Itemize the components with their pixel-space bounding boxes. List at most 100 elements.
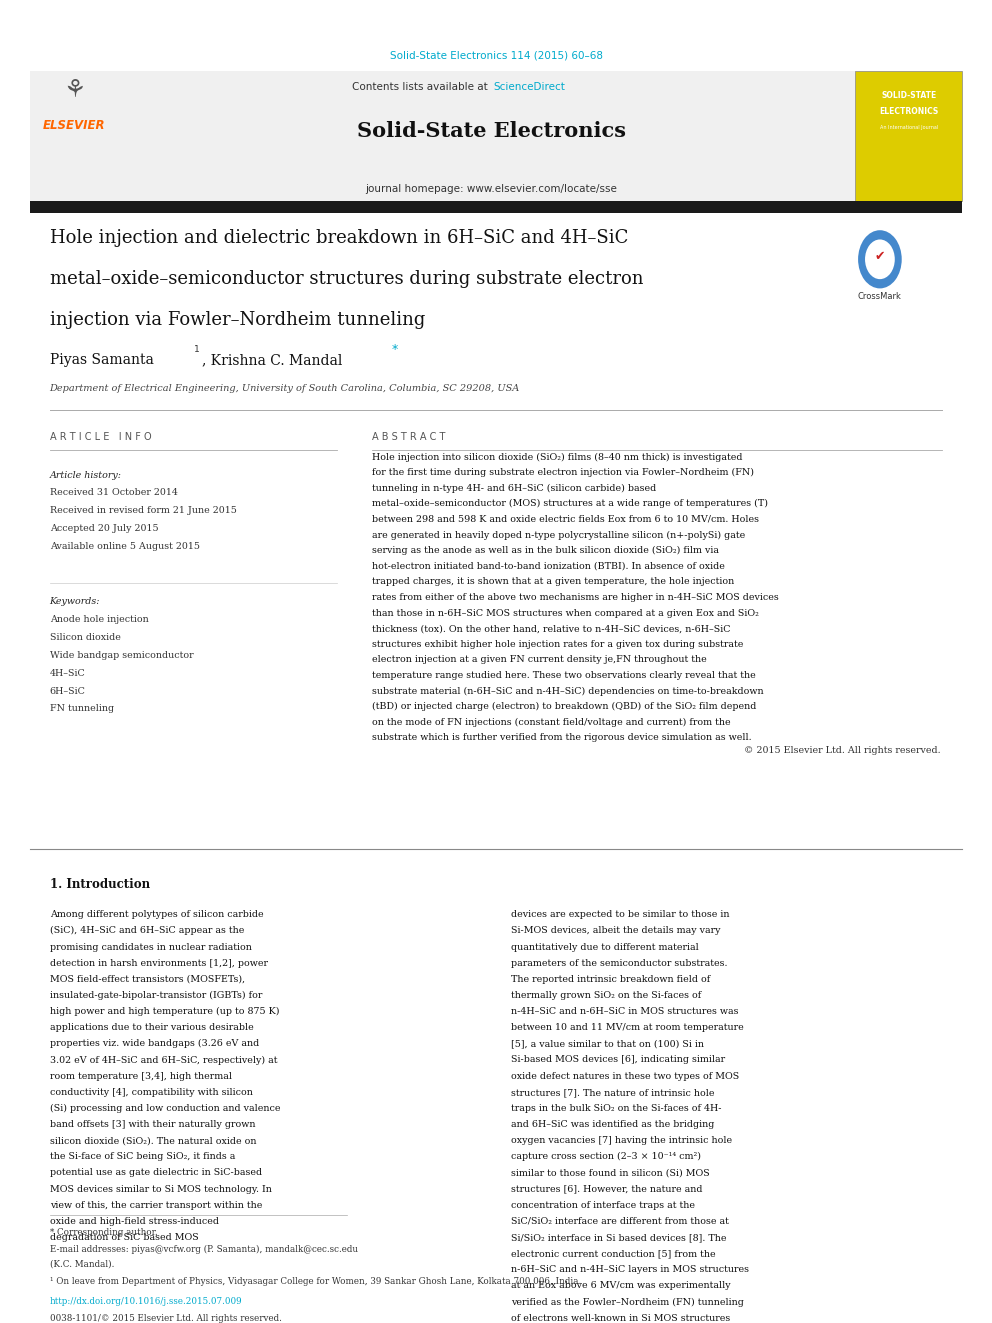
Text: 0038-1101/© 2015 Elsevier Ltd. All rights reserved.: 0038-1101/© 2015 Elsevier Ltd. All right…: [50, 1314, 282, 1323]
Text: http://dx.doi.org/10.1016/j.sse.2015.07.009: http://dx.doi.org/10.1016/j.sse.2015.07.…: [50, 1297, 242, 1306]
Text: FN tunneling: FN tunneling: [50, 704, 114, 713]
Text: devices are expected to be similar to those in: devices are expected to be similar to th…: [511, 910, 729, 919]
Text: metal–oxide–semiconductor (MOS) structures at a wide range of temperatures (T): metal–oxide–semiconductor (MOS) structur…: [372, 499, 768, 508]
Text: Silicon dioxide: Silicon dioxide: [50, 634, 120, 642]
Text: thickness (tox). On the other hand, relative to n-4H–SiC devices, n-6H–SiC: thickness (tox). On the other hand, rela…: [372, 624, 730, 634]
Text: Department of Electrical Engineering, University of South Carolina, Columbia, SC: Department of Electrical Engineering, Un…: [50, 385, 520, 393]
Text: serving as the anode as well as in the bulk silicon dioxide (SiO₂) film via: serving as the anode as well as in the b…: [372, 546, 719, 556]
Text: silicon dioxide (SiO₂). The natural oxide on: silicon dioxide (SiO₂). The natural oxid…: [50, 1136, 256, 1146]
Text: insulated-gate-bipolar-transistor (IGBTs) for: insulated-gate-bipolar-transistor (IGBTs…: [50, 991, 262, 1000]
Text: ✔: ✔: [875, 250, 885, 263]
Text: Hole injection and dielectric breakdown in 6H–SiC and 4H–SiC: Hole injection and dielectric breakdown …: [50, 229, 628, 247]
Text: are generated in heavily doped n-type polycrystalline silicon (n+-polySi) gate: are generated in heavily doped n-type po…: [372, 531, 745, 540]
Text: degradation of SiC based MOS: degradation of SiC based MOS: [50, 1233, 198, 1242]
Text: n-6H–SiC and n-4H–SiC layers in MOS structures: n-6H–SiC and n-4H–SiC layers in MOS stru…: [511, 1265, 749, 1274]
Text: injection via Fowler–Nordheim tunneling: injection via Fowler–Nordheim tunneling: [50, 311, 425, 329]
Bar: [855, 71, 962, 201]
Text: electron injection at a given FN current density je,FN throughout the: electron injection at a given FN current…: [372, 655, 706, 664]
Text: Keywords:: Keywords:: [50, 597, 100, 606]
Text: ⚘: ⚘: [63, 78, 85, 102]
Text: Accepted 20 July 2015: Accepted 20 July 2015: [50, 524, 159, 533]
Text: and 6H–SiC was identified as the bridging: and 6H–SiC was identified as the bridgin…: [511, 1121, 714, 1129]
Text: high power and high temperature (up to 875 K): high power and high temperature (up to 8…: [50, 1007, 279, 1016]
Text: metal–oxide–semiconductor structures during substrate electron: metal–oxide–semiconductor structures dur…: [50, 270, 643, 288]
Text: SOLID-STATE: SOLID-STATE: [881, 91, 936, 99]
Text: MOS devices similar to Si MOS technology. In: MOS devices similar to Si MOS technology…: [50, 1184, 272, 1193]
Text: traps in the bulk SiO₂ on the Si-faces of 4H-: traps in the bulk SiO₂ on the Si-faces o…: [511, 1103, 721, 1113]
Text: journal homepage: www.elsevier.com/locate/sse: journal homepage: www.elsevier.com/locat…: [365, 184, 617, 194]
Text: An International Journal: An International Journal: [880, 124, 937, 130]
Text: (tBD) or injected charge (electron) to breakdown (QBD) of the SiO₂ film depend: (tBD) or injected charge (electron) to b…: [372, 703, 756, 712]
Text: [5], a value similar to that on (100) Si in: [5], a value similar to that on (100) Si…: [511, 1040, 704, 1048]
Text: Si/SiO₂ interface in Si based devices [8]. The: Si/SiO₂ interface in Si based devices [8…: [511, 1233, 726, 1242]
Text: Anode hole injection: Anode hole injection: [50, 615, 149, 624]
Text: E-mail addresses: piyas@vcfw.org (P. Samanta), mandalk@cec.sc.edu: E-mail addresses: piyas@vcfw.org (P. Sam…: [50, 1245, 358, 1254]
Text: 4H–SiC: 4H–SiC: [50, 669, 85, 677]
Text: electronic current conduction [5] from the: electronic current conduction [5] from t…: [511, 1249, 715, 1258]
Text: between 298 and 598 K and oxide electric fields Eox from 6 to 10 MV/cm. Holes: between 298 and 598 K and oxide electric…: [372, 515, 759, 524]
Text: oxygen vacancies [7] having the intrinsic hole: oxygen vacancies [7] having the intrinsi…: [511, 1136, 732, 1146]
Text: Received 31 October 2014: Received 31 October 2014: [50, 488, 178, 497]
Text: verified as the Fowler–Nordheim (FN) tunneling: verified as the Fowler–Nordheim (FN) tun…: [511, 1298, 744, 1307]
Text: (K.C. Mandal).: (K.C. Mandal).: [50, 1259, 114, 1269]
Text: oxide and high-field stress-induced: oxide and high-field stress-induced: [50, 1217, 218, 1226]
Text: Among different polytypes of silicon carbide: Among different polytypes of silicon car…: [50, 910, 263, 919]
Text: than those in n-6H–SiC MOS structures when compared at a given Eox and SiO₂: than those in n-6H–SiC MOS structures wh…: [372, 609, 759, 618]
Text: detection in harsh environments [1,2], power: detection in harsh environments [1,2], p…: [50, 959, 268, 967]
Circle shape: [865, 239, 895, 279]
Circle shape: [858, 230, 902, 288]
Text: * Corresponding author.: * Corresponding author.: [50, 1228, 157, 1237]
Text: Piyas Samanta: Piyas Samanta: [50, 353, 154, 366]
Text: ScienceDirect: ScienceDirect: [493, 82, 564, 93]
Bar: [30, 201, 962, 213]
Text: ELECTRONICS: ELECTRONICS: [879, 107, 938, 115]
Text: 1: 1: [194, 345, 200, 353]
Text: structures [6]. However, the nature and: structures [6]. However, the nature and: [511, 1184, 702, 1193]
Text: potential use as gate dielectric in SiC-based: potential use as gate dielectric in SiC-…: [50, 1168, 262, 1177]
Text: on the mode of FN injections (constant field/voltage and current) from the: on the mode of FN injections (constant f…: [372, 718, 731, 726]
Text: Article history:: Article history:: [50, 471, 122, 480]
Text: rates from either of the above two mechanisms are higher in n-4H–SiC MOS devices: rates from either of the above two mecha…: [372, 593, 779, 602]
Text: A R T I C L E   I N F O: A R T I C L E I N F O: [50, 431, 151, 442]
Text: room temperature [3,4], high thermal: room temperature [3,4], high thermal: [50, 1072, 231, 1081]
Text: The reported intrinsic breakdown field of: The reported intrinsic breakdown field o…: [511, 975, 710, 984]
Text: Received in revised form 21 June 2015: Received in revised form 21 June 2015: [50, 507, 236, 515]
Text: 6H–SiC: 6H–SiC: [50, 687, 85, 696]
Text: hot-electron initiated band-to-band ionization (BTBI). In absence of oxide: hot-electron initiated band-to-band ioni…: [372, 562, 725, 570]
Text: band offsets [3] with their naturally grown: band offsets [3] with their naturally gr…: [50, 1121, 255, 1129]
Text: Si-based MOS devices [6], indicating similar: Si-based MOS devices [6], indicating sim…: [511, 1056, 725, 1065]
Text: promising candidates in nuclear radiation: promising candidates in nuclear radiatio…: [50, 942, 252, 951]
Text: temperature range studied here. These two observations clearly reveal that the: temperature range studied here. These tw…: [372, 671, 756, 680]
Text: substrate material (n-6H–SiC and n-4H–SiC) dependencies on time-to-breakdown: substrate material (n-6H–SiC and n-4H–Si…: [372, 687, 764, 696]
Text: SiC/SiO₂ interface are different from those at: SiC/SiO₂ interface are different from th…: [511, 1217, 729, 1226]
Bar: [30, 71, 962, 201]
Text: Wide bandgap semiconductor: Wide bandgap semiconductor: [50, 651, 193, 660]
Text: (Si) processing and low conduction and valence: (Si) processing and low conduction and v…: [50, 1103, 280, 1113]
Text: properties viz. wide bandgaps (3.26 eV and: properties viz. wide bandgaps (3.26 eV a…: [50, 1040, 259, 1048]
Text: tunneling in n-type 4H- and 6H–SiC (silicon carbide) based: tunneling in n-type 4H- and 6H–SiC (sili…: [372, 484, 657, 492]
Text: Contents lists available at: Contents lists available at: [352, 82, 491, 93]
Text: of electrons well-known in Si MOS structures: of electrons well-known in Si MOS struct…: [511, 1314, 730, 1323]
Text: © 2015 Elsevier Ltd. All rights reserved.: © 2015 Elsevier Ltd. All rights reserved…: [744, 746, 940, 755]
Text: A B S T R A C T: A B S T R A C T: [372, 431, 445, 442]
Text: parameters of the semiconductor substrates.: parameters of the semiconductor substrat…: [511, 959, 727, 967]
Text: (SiC), 4H–SiC and 6H–SiC appear as the: (SiC), 4H–SiC and 6H–SiC appear as the: [50, 926, 244, 935]
Text: Si-MOS devices, albeit the details may vary: Si-MOS devices, albeit the details may v…: [511, 926, 720, 935]
Text: trapped charges, it is shown that at a given temperature, the hole injection: trapped charges, it is shown that at a g…: [372, 577, 734, 586]
Text: concentration of interface traps at the: concentration of interface traps at the: [511, 1201, 694, 1209]
Text: structures exhibit higher hole injection rates for a given tox during substrate: structures exhibit higher hole injection…: [372, 640, 743, 648]
Text: n-4H–SiC and n-6H–SiC in MOS structures was: n-4H–SiC and n-6H–SiC in MOS structures …: [511, 1007, 738, 1016]
Text: substrate which is further verified from the rigorous device simulation as well.: substrate which is further verified from…: [372, 733, 752, 742]
Text: the Si-face of SiC being SiO₂, it finds a: the Si-face of SiC being SiO₂, it finds …: [50, 1152, 235, 1162]
Text: , Krishna C. Mandal: , Krishna C. Mandal: [202, 353, 343, 366]
Text: CrossMark: CrossMark: [858, 292, 902, 300]
Text: for the first time during substrate electron injection via Fowler–Nordheim (FN): for the first time during substrate elec…: [372, 468, 754, 478]
Text: view of this, the carrier transport within the: view of this, the carrier transport with…: [50, 1201, 262, 1209]
Text: Solid-State Electronics: Solid-State Electronics: [356, 120, 626, 142]
Text: ¹ On leave from Department of Physics, Vidyasagar College for Women, 39 Sankar G: ¹ On leave from Department of Physics, V…: [50, 1277, 581, 1286]
Text: *: *: [392, 343, 398, 356]
Text: structures [7]. The nature of intrinsic hole: structures [7]. The nature of intrinsic …: [511, 1088, 714, 1097]
Text: Available online 5 August 2015: Available online 5 August 2015: [50, 542, 199, 550]
Text: similar to those found in silicon (Si) MOS: similar to those found in silicon (Si) M…: [511, 1168, 709, 1177]
Text: Solid-State Electronics 114 (2015) 60–68: Solid-State Electronics 114 (2015) 60–68: [390, 50, 602, 61]
